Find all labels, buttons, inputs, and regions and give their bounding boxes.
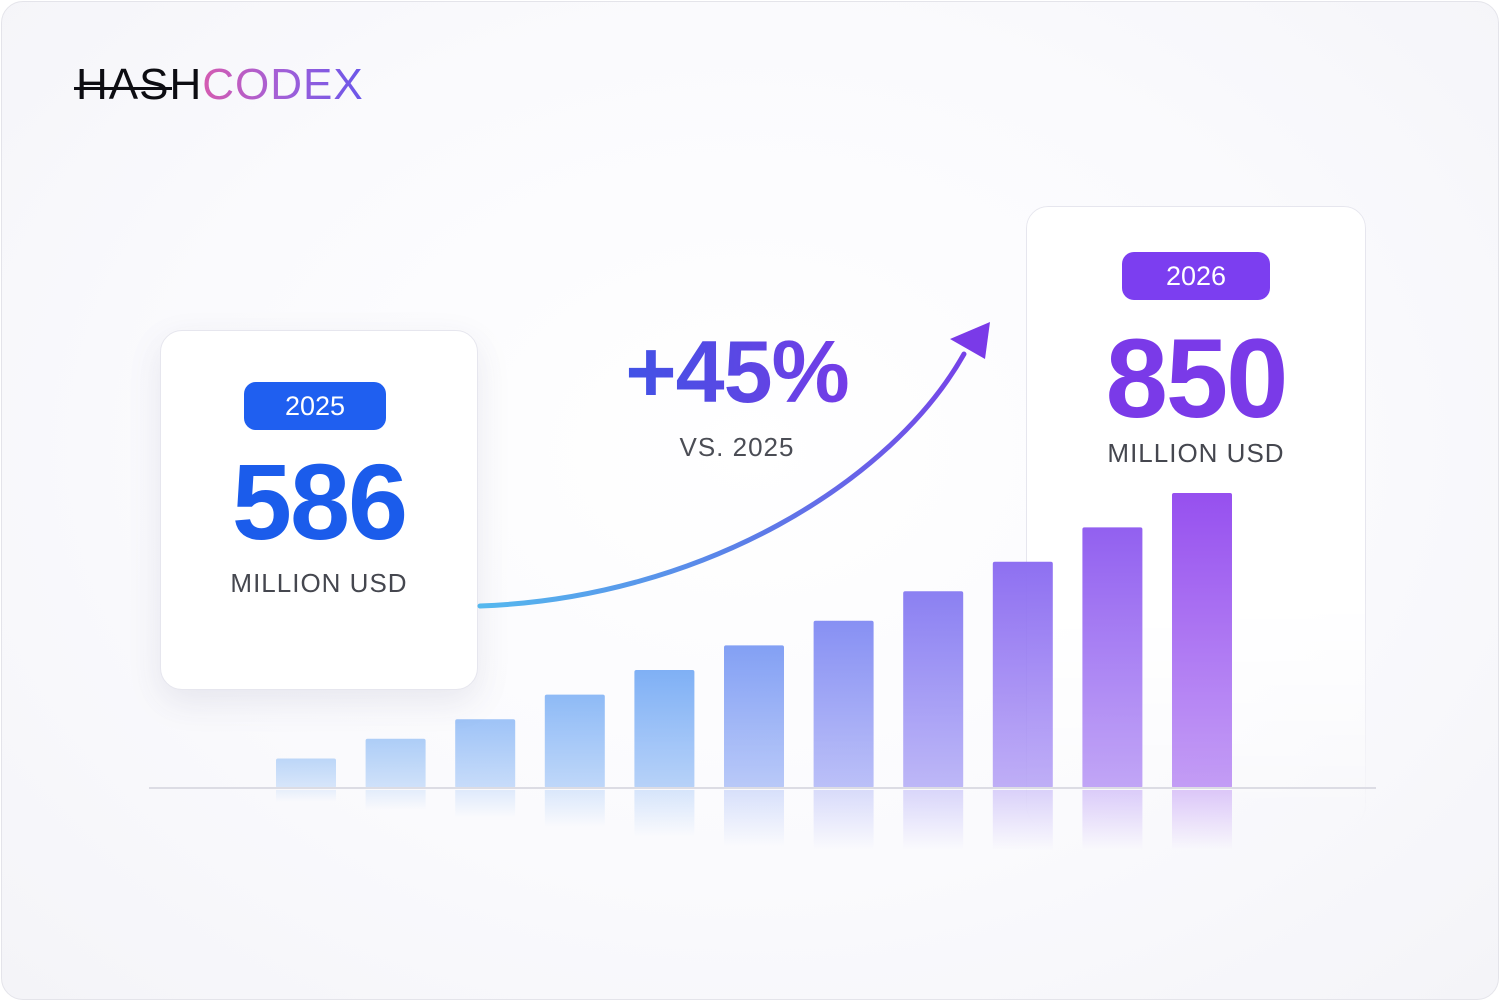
logo-text-codex: CODEX [202, 60, 364, 109]
hashcodex-logo: HASHCODEX [76, 60, 364, 110]
year-badge-2026: 2026 [1122, 252, 1270, 300]
chart-bar-reflection [1082, 790, 1143, 850]
chart-bar-reflection [724, 790, 784, 847]
chart-bar-reflection [992, 790, 1053, 850]
bars-group [276, 493, 1232, 850]
chart-bar [634, 670, 695, 788]
logo-text-hash: HASH [76, 60, 203, 109]
chart-bar [724, 645, 784, 788]
chart-bar [992, 561, 1053, 788]
chart-bar-reflection [1172, 790, 1232, 850]
chart-bar-reflection [903, 790, 964, 850]
value-2026: 850 [1105, 316, 1289, 441]
chart-bar [1172, 493, 1232, 788]
unit-2025: MILLION USD [230, 568, 408, 598]
chart-bar-reflection [813, 790, 874, 850]
chart-bar-reflection [455, 790, 516, 818]
chart-bar-reflection [276, 790, 336, 802]
chart-bar [544, 694, 605, 788]
year-badge-2025: 2025 [244, 382, 386, 430]
chart-bar [276, 758, 336, 788]
unit-2026: MILLION USD [1107, 438, 1285, 468]
chart-bar [1082, 527, 1143, 788]
chart-bar [903, 591, 964, 788]
chart-bar-reflection [634, 790, 695, 838]
chart-bar-reflection [365, 790, 426, 810]
chart-bar [455, 719, 516, 788]
chart-bar [813, 620, 874, 788]
value-2025: 586 [231, 441, 408, 562]
chart-bar-reflection [544, 790, 605, 828]
chart-bar [365, 738, 426, 788]
